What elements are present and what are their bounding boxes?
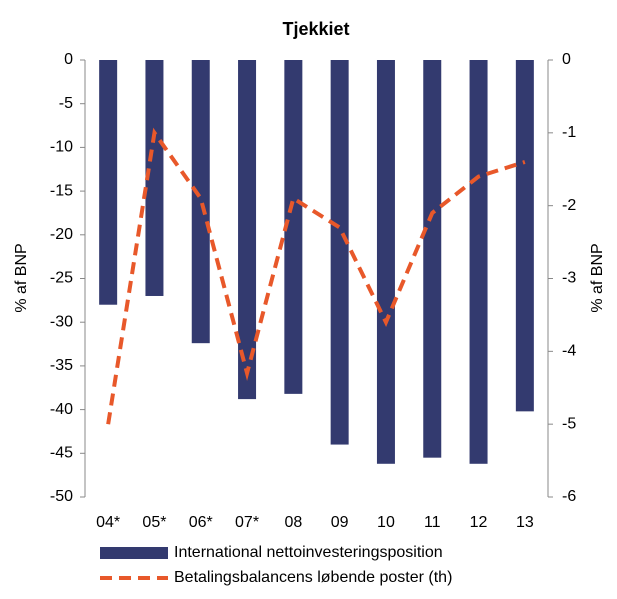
y-tick-label: -15 (50, 182, 73, 199)
bar (191, 60, 210, 344)
legend-label: Betalingsbalancens løbende poster (th) (174, 569, 452, 586)
y-tick-label: -5 (59, 95, 73, 112)
bar (423, 60, 442, 458)
x-tick-label: 09 (331, 514, 349, 531)
bar (469, 60, 488, 464)
y2-tick-label: -2 (562, 197, 576, 214)
line (106, 127, 526, 425)
y2-tick-label: -1 (562, 124, 576, 141)
bar (99, 60, 118, 305)
bar (376, 60, 395, 464)
y-tick-label: -30 (50, 313, 73, 330)
x-tick-label: 10 (377, 514, 395, 531)
y2-tick-label: 0 (562, 51, 571, 68)
y-tick-label: -35 (50, 357, 73, 374)
x-tick-label: 12 (470, 514, 488, 531)
legend-label: International nettoinvesteringsposition (174, 544, 443, 561)
chart-title: Tjekkiet (282, 19, 349, 39)
y-tick-label: -20 (50, 226, 73, 243)
x-tick-label: 06* (189, 514, 213, 531)
x-tick-label: 13 (516, 514, 534, 531)
x-tick-label: 08 (284, 514, 302, 531)
x-tick-label: 07* (235, 514, 259, 531)
bar (145, 60, 164, 296)
y-tick-label: -25 (50, 270, 73, 287)
y-tick-label: 0 (64, 51, 73, 68)
bar (284, 60, 303, 394)
y2-tick-label: -3 (562, 270, 576, 287)
y-tick-label: -40 (50, 401, 73, 418)
y2-tick-label: -4 (562, 343, 576, 360)
y-axis-label: % af BNP (13, 243, 30, 312)
y2-tick-label: -5 (562, 415, 576, 432)
legend-swatch (100, 547, 168, 559)
bar (238, 60, 257, 400)
y2-tick-label: -6 (562, 488, 576, 505)
y-tick-label: -10 (50, 139, 73, 156)
y2-axis-label: % af BNP (589, 243, 606, 312)
x-tick-label: 04* (96, 514, 120, 531)
bar (515, 60, 534, 412)
x-tick-label: 11 (424, 514, 441, 531)
y-tick-label: -50 (50, 488, 73, 505)
x-tick-label: 05* (142, 514, 166, 531)
bar (330, 60, 349, 445)
y-tick-label: -45 (50, 445, 73, 462)
